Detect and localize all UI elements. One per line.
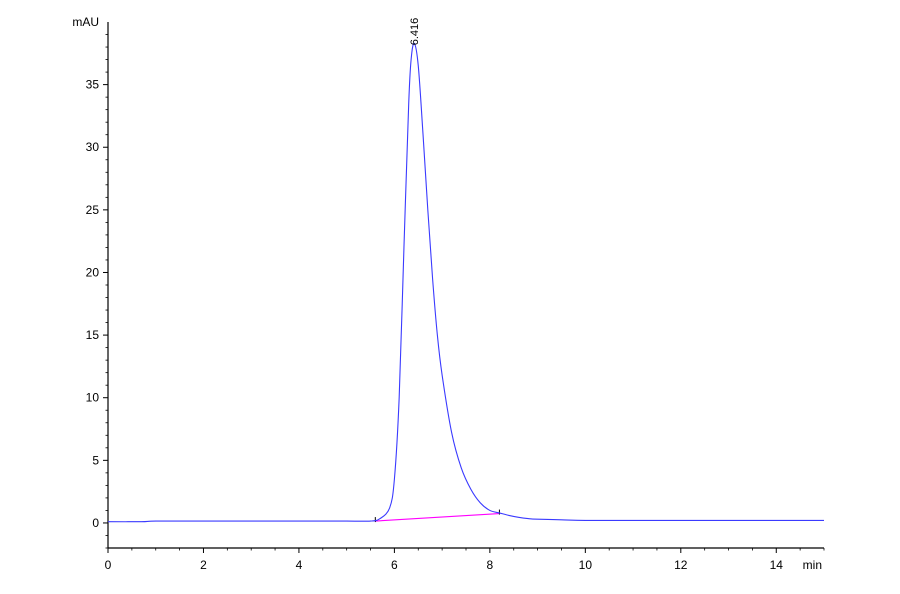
x-unit-label: min — [803, 558, 822, 572]
y-tick-label: 30 — [86, 140, 100, 154]
series-layer — [107, 42, 824, 523]
y-tick-label: 5 — [92, 453, 99, 467]
x-tick-label: 14 — [770, 558, 784, 572]
integration-baseline — [374, 509, 500, 523]
axes: 0 5 10 15 20 25 30 35 0 2 4 6 8 10 12 14 mAU min — [72, 15, 825, 572]
y-tick-label: 20 — [86, 265, 100, 279]
baseline-segment — [375, 513, 500, 522]
y-tick-label: 15 — [86, 328, 100, 342]
y-tick-label: 35 — [86, 78, 100, 92]
y-tick-label: 0 — [92, 516, 99, 530]
x-tick-label: 12 — [674, 558, 688, 572]
annotations: 6.416 — [409, 18, 421, 46]
x-tick-label: 0 — [105, 558, 112, 572]
peak-retention-label: 6.416 — [409, 18, 421, 46]
x-tick-label: 10 — [579, 558, 593, 572]
x-tick-label: 6 — [391, 558, 398, 572]
y-tick-label: 25 — [86, 203, 100, 217]
x-tick-label: 8 — [487, 558, 494, 572]
y-tick-label: 10 — [86, 391, 100, 405]
x-tick-label: 2 — [200, 558, 207, 572]
y-unit-label: mAU — [72, 15, 99, 29]
chromatogram-trace — [107, 42, 824, 523]
x-tick-label: 4 — [296, 558, 303, 572]
